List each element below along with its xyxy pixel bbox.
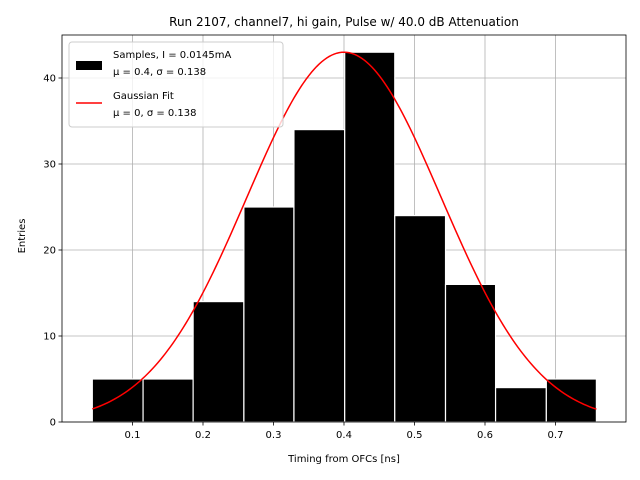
y-tick-label: 40 xyxy=(43,74,56,85)
histogram-bar xyxy=(192,301,245,423)
legend-histogram-swatch xyxy=(76,61,102,70)
legend-samples-label: Samples, I = 0.0145mA xyxy=(113,50,231,61)
x-axis-ticks: 0.1 0.2 0.3 0.4 0.5 0.6 0.7 xyxy=(125,422,564,441)
histogram-bar xyxy=(444,283,497,423)
y-axis-label: Entries xyxy=(17,219,28,254)
x-tick-label: 0.5 xyxy=(407,430,423,441)
y-tick-label: 0 xyxy=(50,418,56,429)
histogram-bar xyxy=(394,215,447,423)
y-tick-label: 30 xyxy=(43,160,56,171)
legend-box xyxy=(68,41,284,128)
fit-line xyxy=(92,51,597,410)
x-tick-label: 0.1 xyxy=(125,430,141,441)
histogram-bar xyxy=(293,129,346,423)
x-tick-label: 0.7 xyxy=(548,430,564,441)
legend-fit-stats: μ = 0, σ = 0.138 xyxy=(113,108,197,119)
histogram-bar xyxy=(243,206,295,423)
chart-title: Run 2107, channel7, hi gain, Pulse w/ 40… xyxy=(169,15,519,29)
x-tick-label: 0.2 xyxy=(195,430,211,441)
histogram-bars xyxy=(91,51,597,423)
histogram-bar xyxy=(344,51,396,423)
histogram-bar xyxy=(494,387,547,423)
x-tick-label: 0.6 xyxy=(477,430,493,441)
legend: Samples, I = 0.0145mA μ = 0.4, σ = 0.138… xyxy=(68,41,284,128)
y-tick-label: 10 xyxy=(43,332,56,343)
x-axis-label: Timing from OFCs [ns] xyxy=(287,454,400,465)
x-tick-label: 0.3 xyxy=(266,430,282,441)
histogram-bar xyxy=(142,378,194,423)
legend-samples-stats: μ = 0.4, σ = 0.138 xyxy=(113,67,206,78)
y-axis-ticks: 0 10 20 30 40 xyxy=(43,74,62,429)
y-tick-label: 20 xyxy=(43,246,56,257)
legend-fit-label: Gaussian Fit xyxy=(113,91,174,102)
x-tick-label: 0.4 xyxy=(336,430,352,441)
gaussian-fit-curve xyxy=(92,51,597,410)
